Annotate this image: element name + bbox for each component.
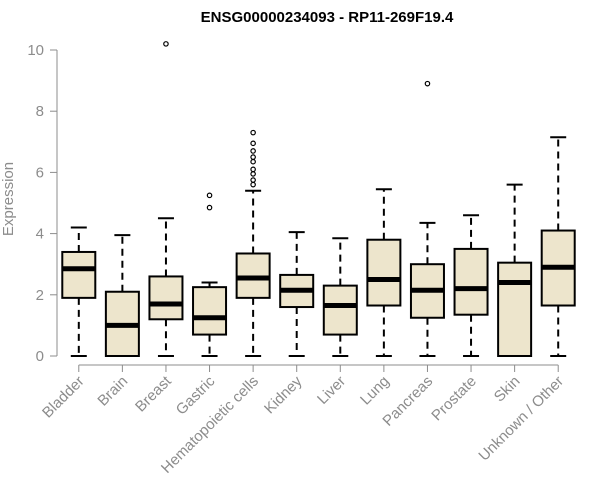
box-9 [453, 214, 489, 357]
outlier-point [250, 166, 256, 173]
y-tick-label: 6 [36, 164, 44, 181]
x-tick-label: Bladder [39, 373, 88, 422]
outlier-point [250, 181, 256, 188]
outlier-point [250, 158, 256, 165]
box-iqr [61, 250, 97, 299]
box-5 [279, 231, 315, 357]
outlier-point [424, 80, 431, 87]
box-iqr [497, 261, 533, 358]
box-series [61, 41, 576, 358]
box-iqr [366, 238, 402, 307]
box-2 [148, 41, 184, 357]
box-8 [409, 80, 445, 357]
y-tick-label: 8 [36, 103, 44, 120]
x-tick-label: Lung [357, 373, 393, 409]
x-tick-label: Skin [491, 373, 524, 406]
box-iqr [453, 247, 489, 316]
x-tick-label: Breast [132, 372, 175, 415]
x-tick-label: Liver [314, 373, 349, 408]
box-3 [192, 192, 228, 357]
box-iqr [148, 275, 184, 321]
box-6 [322, 237, 358, 357]
outlier-point [206, 192, 213, 199]
outlier-point [250, 140, 256, 147]
y-tick-label: 10 [27, 42, 44, 59]
y-tick-label: 4 [36, 226, 44, 243]
y-tick-label: 0 [36, 348, 44, 365]
outlier-point [250, 154, 256, 160]
x-tick-label: Prostate [428, 373, 480, 425]
box-iqr [192, 286, 228, 336]
box-4 [235, 129, 271, 357]
box-1 [104, 234, 140, 357]
outlier-point [250, 148, 256, 154]
outlier-point [206, 204, 213, 211]
chart-title: ENSG00000234093 - RP11-269F19.4 [201, 9, 454, 26]
x-tick-label: Brain [94, 373, 131, 410]
box-11 [540, 136, 576, 357]
y-axis: 0 2 4 6 8 10 [27, 42, 58, 365]
box-0 [61, 226, 97, 357]
y-axis-label: Expression [0, 162, 17, 236]
box-10 [497, 183, 533, 358]
x-tick-label: Kidney [261, 372, 306, 417]
box-7 [366, 188, 402, 357]
y-tick-label: 2 [36, 287, 44, 304]
outlier-point [250, 177, 256, 183]
outlier-point [250, 171, 256, 177]
box-iqr [322, 284, 358, 336]
outlier-point [163, 41, 169, 47]
outlier-point [250, 129, 256, 136]
